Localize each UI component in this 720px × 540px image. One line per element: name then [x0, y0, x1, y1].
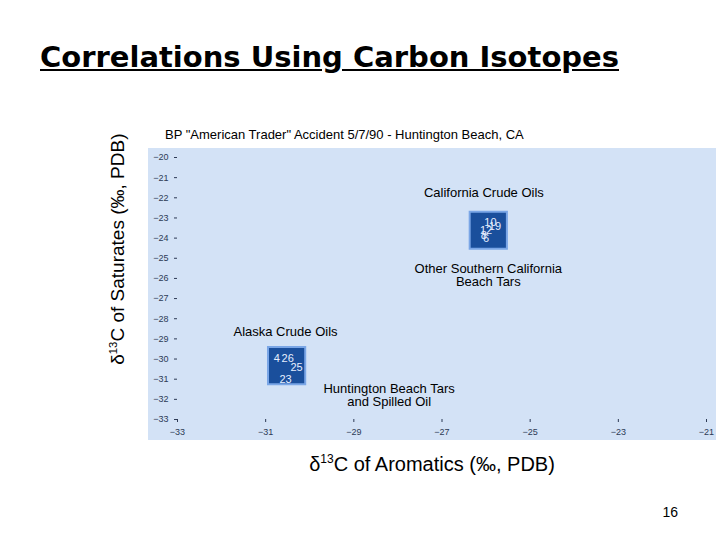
svg-text:−33: −33 — [153, 414, 168, 424]
svg-text:6: 6 — [483, 232, 489, 244]
svg-text:−26: −26 — [153, 273, 168, 283]
svg-text:26: 26 — [281, 351, 294, 364]
svg-text:−33: −33 — [170, 427, 185, 437]
svg-text:−23: −23 — [611, 427, 626, 437]
html-text:BP "American Trader" Accident: BP "American Trader" Accident 5/7/90 - H… — [165, 127, 524, 142]
svg-text:Other Southern CaliforniaBeach: Other Southern CaliforniaBeach Tars — [415, 261, 563, 289]
svg-text:−23: −23 — [153, 213, 168, 223]
svg-text:−27: −27 — [153, 293, 168, 303]
svg-text:−29: −29 — [153, 334, 168, 344]
svg-text:−32: −32 — [153, 394, 168, 404]
svg-text:19: 19 — [488, 219, 501, 232]
svg-text:Alaska Crude Oils: Alaska Crude Oils — [233, 324, 338, 339]
html-text:Correlations Using Carbon Isot: Correlations Using Carbon Isotopes — [40, 40, 619, 74]
html-text:16: 16 — [662, 504, 678, 520]
svg-text:−20: −20 — [153, 152, 168, 162]
svg-text:23: 23 — [279, 373, 291, 385]
svg-text:−31: −31 — [258, 427, 273, 437]
svg-text:−30: −30 — [153, 354, 168, 364]
svg-text:−21: −21 — [699, 427, 714, 437]
svg-text:−28: −28 — [153, 314, 168, 324]
svg-text:4: 4 — [274, 352, 280, 364]
svg-text:−27: −27 — [434, 427, 449, 437]
svg-text:−25: −25 — [523, 427, 538, 437]
html-text:C of Saturates (‰, PDB): C of Saturates (‰, PDB) — [107, 133, 129, 342]
svg-text:−31: −31 — [153, 374, 168, 384]
svg-text:−24: −24 — [153, 233, 168, 243]
svg-text:−29: −29 — [346, 427, 361, 437]
svg-text:Huntington Beach Tarsand Spill: Huntington Beach Tarsand Spilled Oil — [323, 381, 455, 409]
svg-text:25: 25 — [290, 361, 302, 373]
html-text:δ13C of Aromatics (‰, PDB): δ13C of Aromatics (‰, PDB) — [309, 452, 555, 475]
svg-text:California Crude Oils: California Crude Oils — [424, 185, 544, 200]
html-text:13: 13 — [106, 341, 119, 355]
html-text:δ: δ — [107, 354, 129, 365]
svg-text:−25: −25 — [153, 253, 168, 263]
svg-text:−22: −22 — [153, 193, 168, 203]
svg-text:−21: −21 — [153, 173, 168, 183]
